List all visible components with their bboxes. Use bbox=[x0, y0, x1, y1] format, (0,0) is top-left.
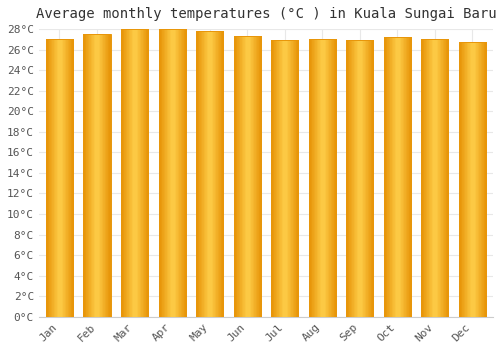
Bar bbox=[384, 37, 411, 317]
Title: Average monthly temperatures (°C ) in Kuala Sungai Baru: Average monthly temperatures (°C ) in Ku… bbox=[36, 7, 496, 21]
Bar bbox=[346, 40, 374, 317]
Bar bbox=[196, 31, 223, 317]
Bar bbox=[308, 39, 336, 317]
Bar bbox=[84, 34, 110, 317]
Bar bbox=[158, 29, 186, 317]
Bar bbox=[271, 40, 298, 317]
Bar bbox=[121, 29, 148, 317]
Bar bbox=[422, 39, 448, 317]
Bar bbox=[459, 42, 486, 317]
Bar bbox=[234, 36, 260, 317]
Bar bbox=[46, 39, 73, 317]
